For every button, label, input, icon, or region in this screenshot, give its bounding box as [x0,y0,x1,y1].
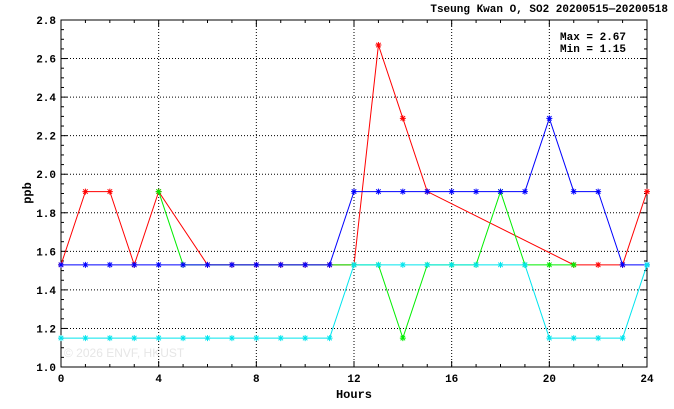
data-point [619,335,626,342]
data-point [375,188,382,195]
series-line [60,44,648,267]
x-tick-label: 0 [58,374,65,386]
y-tick-label: 1.4 [36,286,56,298]
y-tick-label: 2.2 [36,132,56,144]
data-point [570,335,577,342]
max-stat: Max = 2.67 [560,32,626,44]
data-point [302,261,309,268]
x-tick-label: 12 [347,374,360,386]
data-point [58,261,64,268]
y-tick-label: 2.0 [36,170,56,182]
chart-title: Tseung Kwan O, SO2 20200515—20200518 [430,4,668,16]
min-stat: Min = 1.15 [560,44,626,56]
data-point [82,261,89,268]
data-point [58,335,64,342]
data-point [351,261,357,268]
data-point [570,261,577,268]
data-point [155,261,162,268]
data-point [546,115,553,122]
data-point [155,188,162,195]
y-tick-label: 1.6 [36,247,56,259]
data-point [595,188,602,195]
data-point [180,261,187,268]
tick-labels: 0 4 8 12 16 20 24 1.0 1.2 1.4 1.6 1.8 2.0 2.2 2.4 2.6 2.… [36,16,654,386]
data-point [106,188,113,195]
data-point [351,188,357,195]
data-point [424,261,431,268]
data-point [595,261,602,268]
data-point [619,261,626,268]
data-point [497,261,504,268]
data-point [82,188,89,195]
data-point [326,335,333,342]
data-point [228,335,235,342]
data-point [106,261,113,268]
data-point [204,261,211,268]
data-point [228,261,235,268]
data-point [546,261,553,268]
y-tick-label: 2.4 [36,93,56,105]
data-point [399,115,406,122]
data-point [106,335,113,342]
data-point [448,188,455,195]
data-point [521,188,528,195]
y-tick-label: 2.8 [36,16,56,28]
y-tick-label: 1.8 [36,209,56,221]
x-tick-label: 8 [253,374,260,386]
grid-lines [61,20,647,367]
data-point [155,335,162,342]
series-3 [58,115,650,268]
x-tick-label: 20 [543,374,556,386]
series-4 [58,261,650,342]
data-point [302,335,309,342]
data-point [399,335,406,342]
data-point [131,335,138,342]
data-point [644,188,650,195]
data-point [546,335,553,342]
y-tick-label: 1.2 [36,324,56,336]
data-point [570,188,577,195]
data-point [473,188,480,195]
data-point [424,188,431,195]
y-axis-label: ppb [21,182,35,204]
y-tick-label: 2.6 [36,55,56,67]
data-point [595,335,602,342]
data-point [497,188,504,195]
data-point [277,261,284,268]
data-point [375,261,382,268]
data-point [448,261,455,268]
x-tick-label: 24 [640,374,654,386]
watermark-text: © 2026 ENVF, HKUST [64,346,185,360]
x-tick-label: 4 [155,374,162,386]
x-tick-label: 16 [445,374,458,386]
series-group [58,42,650,342]
data-point [521,261,528,268]
y-tick-label: 1.0 [36,363,56,375]
data-point [180,335,187,342]
data-point [473,261,480,268]
x-axis-label: Hours [336,388,372,402]
data-point [326,261,333,268]
data-point [644,261,650,268]
data-point [399,188,406,195]
data-point [204,335,211,342]
data-point [253,335,260,342]
data-point [131,261,138,268]
data-point [277,335,284,342]
data-point [399,261,406,268]
plot-area: © 2026 ENVF, HKUST [58,19,650,368]
data-point [375,42,382,49]
data-point [82,335,89,342]
data-point [253,261,260,268]
